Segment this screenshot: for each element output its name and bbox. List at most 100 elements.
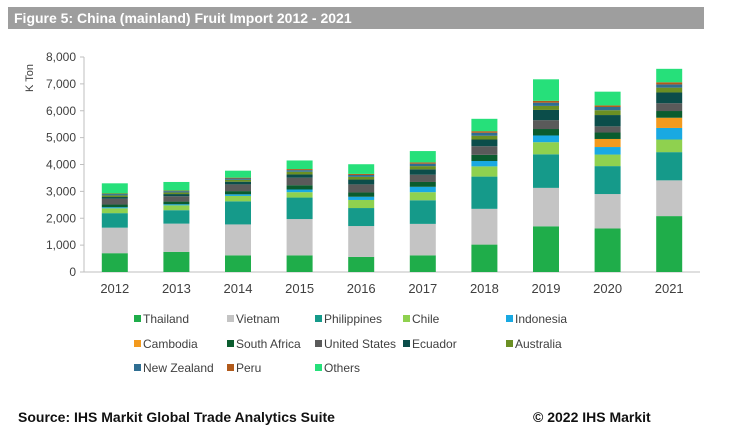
bar-thailand-2012	[101, 253, 128, 272]
bar-philippines-2018	[471, 176, 498, 209]
x-tick-label: 2012	[100, 281, 129, 296]
bar-new-zealand-2016	[348, 174, 375, 177]
bar-cambodia-2021	[656, 117, 683, 128]
legend-label-new-zealand: New Zealand	[143, 361, 214, 375]
legend-label-cambodia: Cambodia	[143, 337, 198, 351]
legend-label-thailand: Thailand	[143, 312, 189, 326]
bar-united-states-2017	[409, 174, 436, 182]
y-axis-label: K Ton	[24, 64, 36, 92]
bar-indonesia-2014	[225, 194, 251, 196]
bar-ecuador-2013	[163, 194, 190, 197]
bar-chile-2015	[286, 192, 313, 198]
bar-new-zealand-2015	[286, 170, 313, 172]
bar-indonesia-2017	[409, 186, 436, 193]
bar-australia-2019	[533, 105, 559, 110]
legend-swatch-philippines	[315, 315, 322, 322]
bar-philippines-2021	[656, 152, 683, 181]
bar-south-africa-2019	[533, 129, 559, 136]
bar-ecuador-2021	[656, 92, 683, 104]
bar-indonesia-2012	[101, 207, 128, 209]
bar-chile-2020	[594, 154, 621, 167]
bar-chile-2019	[533, 142, 559, 155]
x-tick-label: 2018	[470, 281, 499, 296]
bar-ecuador-2015	[286, 174, 313, 178]
bar-new-zealand-2014	[225, 178, 251, 180]
legend-swatch-vietnam	[227, 315, 234, 322]
bar-indonesia-2019	[533, 135, 559, 143]
bar-thailand-2019	[533, 226, 559, 272]
bar-vietnam-2020	[594, 194, 621, 229]
bar-peru-2018	[471, 131, 498, 133]
legend-label-others: Others	[324, 361, 360, 375]
bar-others-2012	[101, 183, 128, 194]
y-tick-label: 1,000	[46, 238, 76, 252]
bar-australia-2016	[348, 176, 375, 180]
bar-chile-2016	[348, 199, 375, 209]
legend-swatch-ecuador	[403, 340, 410, 347]
bar-vietnam-2019	[533, 187, 559, 227]
legend-label-philippines: Philippines	[324, 312, 382, 326]
x-tick-label: 2014	[224, 281, 253, 296]
bar-thailand-2013	[163, 251, 190, 272]
bar-ecuador-2020	[594, 115, 621, 127]
bar-thailand-2021	[656, 216, 683, 272]
figure-title-bar: Figure 5: China (mainland) Fruit Import …	[8, 7, 704, 29]
bar-chile-2018	[471, 166, 498, 177]
bar-united-states-2019	[533, 120, 559, 130]
bar-new-zealand-2020	[594, 106, 621, 111]
x-tick-label: 2019	[532, 281, 561, 296]
y-tick-label: 3,000	[46, 184, 76, 198]
bar-philippines-2013	[163, 210, 190, 224]
bar-united-states-2018	[471, 146, 498, 155]
legend-label-vietnam: Vietnam	[236, 312, 280, 326]
bar-indonesia-2021	[656, 127, 683, 140]
y-tick-label: 7,000	[46, 77, 76, 91]
bar-indonesia-2020	[594, 147, 621, 155]
bar-australia-2021	[656, 87, 683, 93]
legend-label-australia: Australia	[515, 337, 562, 351]
x-tick-label: 2021	[655, 281, 684, 296]
bar-thailand-2014	[225, 255, 251, 272]
bar-vietnam-2018	[471, 208, 498, 245]
bar-others-2013	[163, 181, 190, 191]
bar-vietnam-2016	[348, 226, 375, 257]
bar-others-2018	[471, 118, 498, 132]
bar-australia-2020	[594, 110, 621, 116]
bar-peru-2013	[163, 190, 190, 192]
bar-others-2015	[286, 160, 313, 170]
y-tick-label: 6,000	[46, 104, 76, 118]
bar-vietnam-2017	[409, 223, 436, 256]
bar-south-africa-2021	[656, 111, 683, 118]
bar-australia-2018	[471, 135, 498, 140]
bar-chile-2014	[225, 195, 251, 202]
legend-label-united-states: United States	[324, 337, 396, 351]
bar-peru-2015	[286, 169, 313, 171]
bar-australia-2014	[225, 179, 251, 182]
legend-swatch-australia	[506, 340, 513, 347]
bar-others-2017	[409, 151, 436, 163]
bar-new-zealand-2017	[409, 163, 436, 167]
bar-new-zealand-2019	[533, 102, 559, 106]
x-tick-label: 2016	[347, 281, 376, 296]
legend-swatch-indonesia	[506, 315, 513, 322]
copyright-note: © 2022 IHS Markit	[533, 409, 651, 425]
bar-ecuador-2014	[225, 181, 251, 185]
bar-cambodia-2020	[594, 138, 621, 148]
bar-new-zealand-2013	[163, 191, 190, 193]
bar-united-states-2012	[101, 198, 128, 205]
x-tick-label: 2015	[285, 281, 314, 296]
figure-title: Figure 5: China (mainland) Fruit Import …	[14, 10, 352, 26]
bar-south-africa-2020	[594, 132, 621, 139]
bar-south-africa-2012	[101, 204, 128, 208]
bar-indonesia-2015	[286, 189, 313, 193]
bar-vietnam-2015	[286, 219, 313, 256]
bar-indonesia-2013	[163, 204, 190, 206]
legend-label-indonesia: Indonesia	[515, 312, 567, 326]
legend-label-ecuador: Ecuador	[412, 337, 457, 351]
x-tick-label: 2020	[593, 281, 622, 296]
bar-others-2021	[656, 68, 683, 83]
bar-ecuador-2018	[471, 139, 498, 147]
bar-peru-2019	[533, 100, 559, 103]
legend-label-south-africa: South Africa	[236, 337, 301, 351]
